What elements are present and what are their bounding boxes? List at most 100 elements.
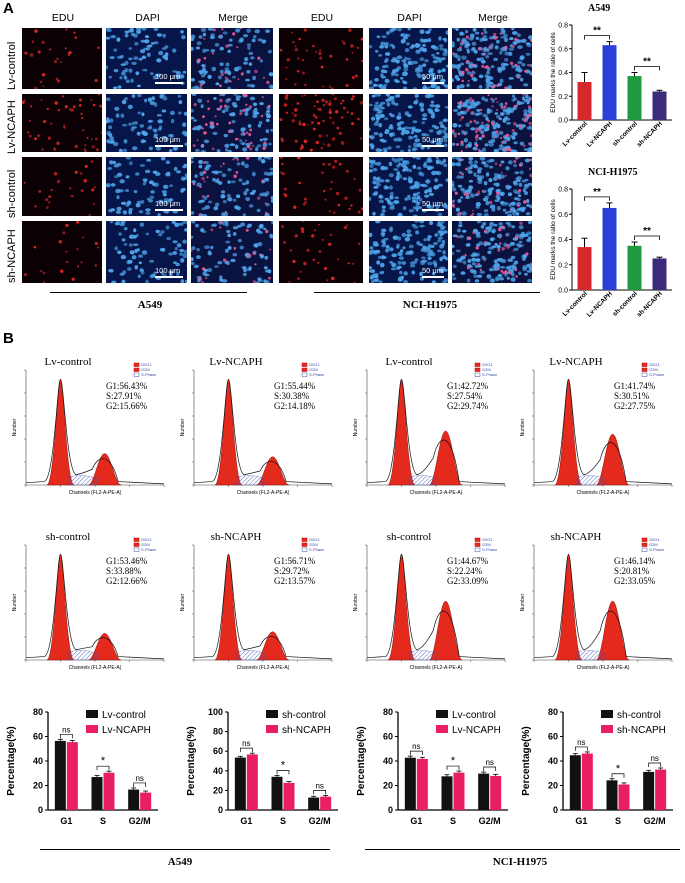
y-axis-label: EDU marks the ratio of cells	[550, 198, 557, 279]
significance-bracket	[239, 747, 253, 753]
significance-bracket	[574, 746, 588, 751]
y-axis-label: Percentage(%)	[6, 726, 17, 795]
micrograph-edu-sh-ncaph-h1975	[279, 221, 363, 283]
legend-swatch	[86, 710, 98, 718]
legend-label: G0G1	[141, 537, 152, 542]
group-label-h1975: NCI-H1975	[402, 299, 458, 311]
x-tick-label: S	[450, 816, 456, 826]
bar-sh-control-g1	[234, 757, 246, 810]
scale-bar	[155, 276, 183, 278]
significance-bracket	[611, 773, 625, 778]
phase-percentage-s: S:20.81%	[614, 566, 650, 576]
micrograph-dapi-sh-ncaph-h1975	[369, 221, 448, 283]
bar-lv-control-s	[91, 777, 103, 810]
legend-swatch	[301, 372, 308, 377]
g0g1-peak	[387, 553, 416, 661]
y-tick-label: 40	[33, 756, 43, 766]
scale-bar-label: 100 μm	[155, 199, 181, 208]
x-axis-label: Channels (FL2-A-PE-A)	[237, 665, 290, 671]
bar-sh-ncaph	[652, 91, 667, 120]
y-tick-label: 80	[383, 707, 393, 717]
histogram-title: Lv-control	[385, 356, 432, 368]
y-tick-label: 80	[548, 707, 558, 717]
micrograph-dapi-lv-ncaph-h1975	[369, 94, 448, 152]
phase-percentage-g2: G2:33.05%	[614, 576, 656, 586]
bar-lv-control-s	[441, 776, 453, 810]
legend-label: S-Phase	[141, 372, 157, 377]
bar-sh-control-g2m	[308, 797, 320, 810]
bar-sh-ncaph	[652, 258, 667, 290]
legend-swatch	[601, 725, 613, 733]
scale-bar-label: 100 μm	[155, 72, 181, 81]
y-axis-label: Percentage(%)	[356, 726, 367, 795]
y-tick-label: 40	[383, 756, 393, 766]
bar-lv-control	[577, 82, 592, 120]
g0g1-peak	[214, 553, 243, 661]
significance-mark: *	[451, 755, 456, 767]
scale-bar	[422, 145, 444, 147]
y-axis-label: EDU marks the ratio of cells	[550, 31, 557, 112]
micrograph-edu-lv-ncaph-a549	[22, 94, 102, 152]
y-tick-label: 20	[548, 781, 558, 791]
y-tick-label: 20	[213, 785, 223, 795]
micrograph-edu-lv-control-a549	[22, 28, 102, 89]
b-group-line-h1975	[365, 849, 680, 850]
significance-mark: **	[593, 26, 601, 37]
s-phase-region	[67, 475, 97, 486]
bar-sh-control	[627, 245, 642, 290]
chart-title: A549	[588, 3, 610, 14]
column-header-merge-h1975: Merge	[478, 12, 508, 24]
phase-percentage-s: S:29.72%	[274, 566, 310, 576]
legend-label: G0G1	[309, 362, 320, 367]
row-label-sh-control: sh-control	[6, 169, 18, 218]
percentage-chart-h1975-sh: 0 20 40 60 80 Percentage(%) sh-control sh-NCAPH…	[521, 707, 673, 826]
significance-mark: ns	[62, 725, 70, 734]
y-tick-label: 0	[38, 805, 43, 815]
legend-label: G0G1	[482, 362, 493, 367]
x-tick-label: sh-NCAPH	[636, 290, 664, 318]
scale-bar	[422, 82, 444, 84]
scale-bar	[155, 209, 183, 211]
scale-bar-label: 100 μm	[155, 135, 181, 144]
histogram-envelope	[25, 553, 165, 660]
y-tick-label: 0.0	[558, 118, 568, 125]
legend-swatch	[474, 542, 481, 547]
bar-sh-ncaph-s	[283, 782, 295, 810]
phase-percentage-g1: G1:56.43%	[106, 381, 148, 391]
g0g1-peak	[554, 378, 583, 486]
x-axis-label: Channels (FL2-A-PE-A)	[237, 490, 290, 496]
significance-bracket	[483, 766, 497, 772]
legend-swatch	[133, 367, 140, 372]
bar-sh-control-g1	[569, 755, 581, 810]
legend-label: G2M	[482, 367, 491, 372]
edu-ratio-chart-h1975: NCI-H1975 EDU marks the ratio of cells 0.0…	[550, 167, 672, 319]
row-label-sh-ncaph: sh-NCAPH	[6, 229, 18, 283]
bar-sh-control-s	[606, 780, 618, 810]
x-tick-label: G2/M	[129, 816, 151, 826]
legend-swatch	[133, 547, 140, 552]
x-tick-label: G1	[410, 816, 422, 826]
legend-label: Lv-NCAPH	[452, 725, 501, 736]
g0g1-peak	[46, 378, 75, 486]
legend-swatch	[641, 367, 648, 372]
panel-letter-a: A	[3, 0, 14, 17]
bar-lv-control-g2m	[128, 789, 140, 810]
histogram-title: sh-NCAPH	[551, 531, 602, 543]
percentage-chart-a549-sh: 0 20 40 60 80 100 Percentage(%) sh-control sh-NC…	[186, 707, 338, 826]
g0g1-peak	[46, 553, 75, 661]
s-phase-region	[67, 650, 97, 661]
phase-percentage-g2: G2:15.66%	[106, 401, 148, 411]
micrograph-dapi-sh-control-h1975	[369, 157, 448, 216]
y-tick-label: 0	[553, 805, 558, 815]
significance-bracket	[313, 790, 327, 795]
legend-label: Lv-control	[102, 710, 146, 721]
legend-label: G0G1	[309, 537, 320, 542]
significance-mark: ns	[315, 781, 323, 790]
y-tick-label: 0.4	[558, 70, 568, 77]
micrograph-merge-lv-ncaph-h1975	[452, 94, 532, 152]
bar-sh-control-g2m	[643, 771, 655, 810]
legend-swatch	[301, 542, 308, 547]
